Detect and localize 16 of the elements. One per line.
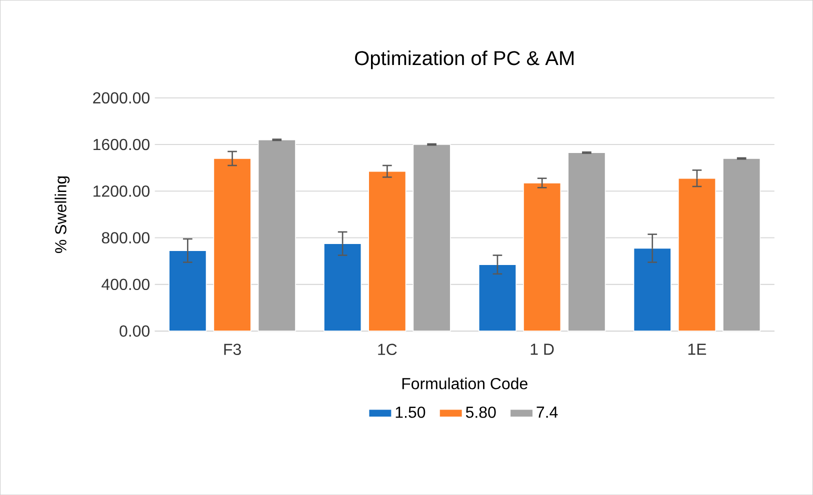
x-axis-title: Formulation Code	[402, 377, 528, 390]
x-tick-label: 1E	[688, 344, 706, 355]
chart-title: Optimization of PC & AM	[355, 50, 574, 70]
y-tick-label: 2000.00	[93, 92, 150, 104]
y-tick-label: 400.00	[102, 278, 150, 290]
x-tick-label: 1 D	[530, 344, 554, 355]
y-tick-label: 1200.00	[94, 185, 150, 197]
y-tick-label: 1600.00	[94, 138, 150, 150]
legend-label: 7.4	[536, 406, 558, 418]
legend-label: 5.80	[466, 406, 496, 418]
x-tick-label: F3	[224, 344, 241, 355]
y-tick-label: 0.00	[120, 325, 150, 337]
y-tick-label: 800.00	[102, 232, 150, 244]
legend-label: 1.50	[396, 406, 426, 418]
x-tick-label: 1C	[378, 344, 397, 355]
y-axis-title: % Swelling	[54, 176, 70, 253]
